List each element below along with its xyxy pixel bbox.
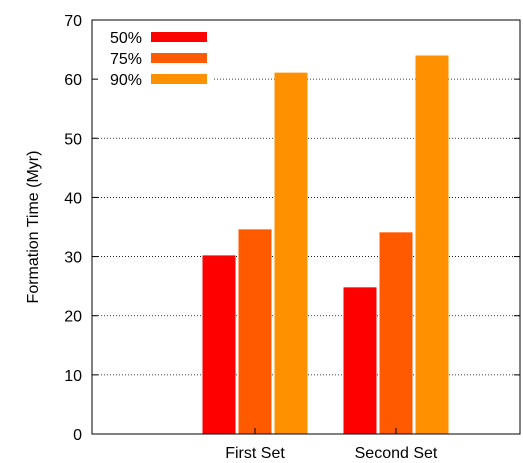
bar [415,55,449,434]
y-tick-label: 20 [64,309,82,326]
y-tick-label: 60 [64,72,82,89]
legend-swatch [151,74,207,84]
y-tick-label: 70 [64,13,82,30]
y-tick-label: 50 [64,131,82,148]
y-tick-label: 40 [64,190,82,207]
bar [274,72,308,434]
x-axis-labels: First Set Second Set [225,428,438,462]
legend-label: 75% [110,51,142,68]
plot-frame [91,19,521,435]
legend-label: 90% [110,72,142,89]
legend-swatch [151,32,207,42]
y-tick-label: 0 [73,427,82,444]
x-tick-label: Second Set [355,445,438,462]
y-tick-label: 30 [64,250,82,267]
y-tick-label: 10 [64,368,82,385]
bar [379,232,413,434]
y-axis-title: Formation Time (Myr) [25,151,42,304]
bar [202,255,236,434]
bar [238,229,272,434]
y-axis-ticks: 0 10 20 30 40 50 60 70 [64,13,520,444]
bars [202,55,449,434]
legend-label: 50% [110,30,142,47]
legend-swatch [151,53,207,63]
legend: 50% 75% 90% [110,30,207,89]
x-tick-label: First Set [225,445,285,462]
bar [343,287,377,434]
